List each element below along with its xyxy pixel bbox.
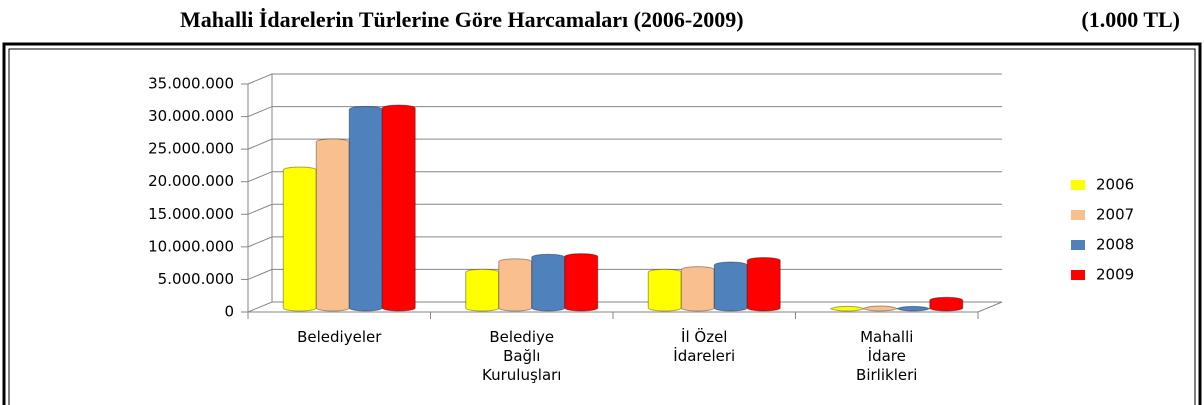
x-tick-label: Belediyeler <box>297 328 382 346</box>
bar <box>282 166 317 312</box>
bar <box>647 268 682 312</box>
legend-label: 2009 <box>1096 266 1134 284</box>
y-tick-label: 10.000.000 <box>148 237 234 255</box>
bar <box>746 256 781 312</box>
y-tick-label: 25.000.000 <box>148 140 234 158</box>
legend-label: 2008 <box>1096 236 1134 254</box>
y-tick-label: 0 <box>224 303 234 321</box>
chart-unit: (1.000 TL) <box>1081 7 1180 32</box>
frame-inner <box>8 48 1196 405</box>
bar <box>929 296 964 312</box>
bar <box>465 268 500 312</box>
bar <box>863 305 898 312</box>
bar <box>498 258 533 312</box>
grid-line <box>247 236 1002 248</box>
legend-swatch <box>1071 180 1085 190</box>
grid-line <box>247 73 1002 85</box>
bar <box>680 266 715 312</box>
y-tick-label: 35.000.000 <box>148 75 234 93</box>
x-tick-label: Mahalli İdare Birlikleri <box>856 328 918 384</box>
bar <box>348 105 383 312</box>
bar <box>315 138 350 312</box>
grid-line <box>247 138 1002 150</box>
x-tick-label: İl Özel İdareleri <box>673 328 736 365</box>
y-tick-label: 15.000.000 <box>148 205 234 223</box>
legend-label: 2007 <box>1096 206 1134 224</box>
x-tick-label: Belediye Bağlı Kuruluşları <box>482 328 562 384</box>
bar <box>830 305 865 312</box>
y-tick-label: 30.000.000 <box>148 107 234 125</box>
legend-swatch <box>1071 240 1085 250</box>
y-tick-label: 20.000.000 <box>148 172 234 190</box>
bar <box>896 305 931 312</box>
legend-swatch <box>1071 210 1085 220</box>
legend-label: 2006 <box>1096 176 1134 194</box>
chart-title: Mahalli İdarelerin Türlerine Göre Harcam… <box>180 7 744 32</box>
grid-line <box>247 203 1002 215</box>
grid-line <box>247 106 1002 118</box>
bar <box>381 104 416 312</box>
bar <box>713 261 748 312</box>
legend-swatch <box>1071 270 1085 280</box>
bar <box>564 253 599 312</box>
y-tick-label: 5.000.000 <box>158 270 234 288</box>
grid-line <box>247 171 1002 183</box>
frame <box>2 42 1202 405</box>
bar <box>531 253 566 312</box>
